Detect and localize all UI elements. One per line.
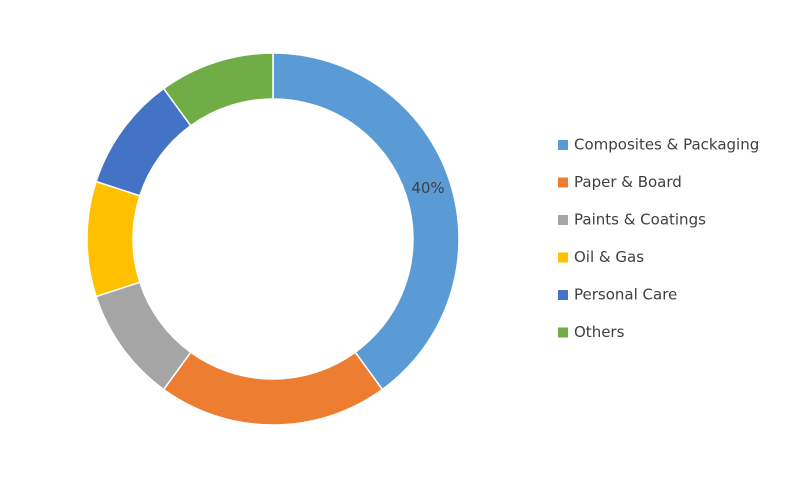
donut-segment xyxy=(86,180,141,298)
legend-swatch xyxy=(558,290,568,300)
legend-label: Personal Care xyxy=(574,286,677,304)
legend-swatch xyxy=(558,215,568,225)
legend-label: Oil & Gas xyxy=(574,248,644,266)
legend-swatch xyxy=(558,177,568,188)
legend-swatch xyxy=(558,252,568,263)
donut-segment xyxy=(272,52,460,391)
donut-segment xyxy=(162,52,274,127)
legend-swatch xyxy=(558,140,568,150)
data-label: 40% xyxy=(411,179,444,197)
legend-label: Paints & Coatings xyxy=(574,211,706,229)
legend-swatch xyxy=(558,327,568,338)
legend-label: Composites & Packaging xyxy=(574,136,759,154)
legend-label: Paper & Board xyxy=(574,173,682,191)
donut-segment xyxy=(162,351,384,426)
legend-label: Others xyxy=(574,323,625,341)
